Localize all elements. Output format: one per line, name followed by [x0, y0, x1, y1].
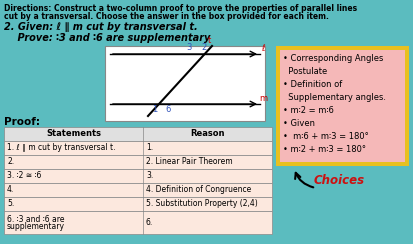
Text: cut by a transversal. Choose the answer in the box provided for each item.: cut by a transversal. Choose the answer … — [4, 12, 329, 21]
Text: 1: 1 — [152, 104, 158, 113]
FancyBboxPatch shape — [4, 127, 272, 141]
Text: Directions: Construct a two-column proof to prove the properties of parallel lin: Directions: Construct a two-column proof… — [4, 4, 357, 13]
Text: 4. Definition of Congruence: 4. Definition of Congruence — [146, 185, 251, 194]
Text: t: t — [207, 36, 211, 45]
Text: ℓ: ℓ — [261, 44, 265, 53]
Text: 2: 2 — [202, 43, 206, 52]
Text: 6: 6 — [165, 104, 171, 113]
Text: • Given: • Given — [283, 119, 315, 128]
Text: 2. Linear Pair Theorem: 2. Linear Pair Theorem — [146, 157, 233, 166]
FancyBboxPatch shape — [4, 183, 272, 197]
Text: 3. ∶2 ≅ ∶6: 3. ∶2 ≅ ∶6 — [7, 172, 41, 181]
FancyBboxPatch shape — [105, 46, 265, 121]
Text: Supplementary angles.: Supplementary angles. — [283, 93, 386, 102]
Text: 3: 3 — [186, 43, 192, 52]
Text: Postulate: Postulate — [283, 67, 327, 76]
Text: Proof:: Proof: — [4, 117, 40, 127]
Text: 5.: 5. — [7, 200, 14, 209]
Text: 1. ℓ ∥ m cut by transversal t.: 1. ℓ ∥ m cut by transversal t. — [7, 143, 116, 152]
Text: 2. Given: ℓ ∥ m cut by transversal t.: 2. Given: ℓ ∥ m cut by transversal t. — [4, 22, 198, 32]
Text: 2.: 2. — [7, 157, 14, 166]
FancyBboxPatch shape — [4, 197, 272, 211]
Text: • Definition of: • Definition of — [283, 80, 342, 89]
Text: 6. ∶3 and ∶6 are: 6. ∶3 and ∶6 are — [7, 215, 64, 224]
Text: 3.: 3. — [146, 172, 153, 181]
FancyBboxPatch shape — [4, 141, 272, 155]
FancyBboxPatch shape — [4, 211, 272, 234]
Text: m: m — [259, 94, 267, 103]
Text: Choices: Choices — [314, 174, 365, 187]
FancyBboxPatch shape — [4, 155, 272, 169]
FancyBboxPatch shape — [276, 46, 409, 166]
Text: 1.: 1. — [146, 143, 153, 152]
Text: 6.: 6. — [146, 218, 153, 227]
FancyBboxPatch shape — [4, 169, 272, 183]
Text: •  m∶6 + m∶3 = 180°: • m∶6 + m∶3 = 180° — [283, 132, 369, 141]
Text: supplementary: supplementary — [7, 222, 65, 231]
Text: 5. Substitution Property (2,4): 5. Substitution Property (2,4) — [146, 200, 258, 209]
Text: • Corresponding Angles: • Corresponding Angles — [283, 54, 383, 63]
Text: • m∶2 + m∶3 = 180°: • m∶2 + m∶3 = 180° — [283, 145, 366, 154]
FancyBboxPatch shape — [280, 50, 405, 162]
Text: 4.: 4. — [7, 185, 14, 194]
Text: • m∶2 = m∶6: • m∶2 = m∶6 — [283, 106, 334, 115]
Text: Prove: ∶3 and ∶6 are supplementary: Prove: ∶3 and ∶6 are supplementary — [4, 33, 210, 43]
Text: Reason: Reason — [190, 130, 225, 139]
Text: Statements: Statements — [46, 130, 101, 139]
